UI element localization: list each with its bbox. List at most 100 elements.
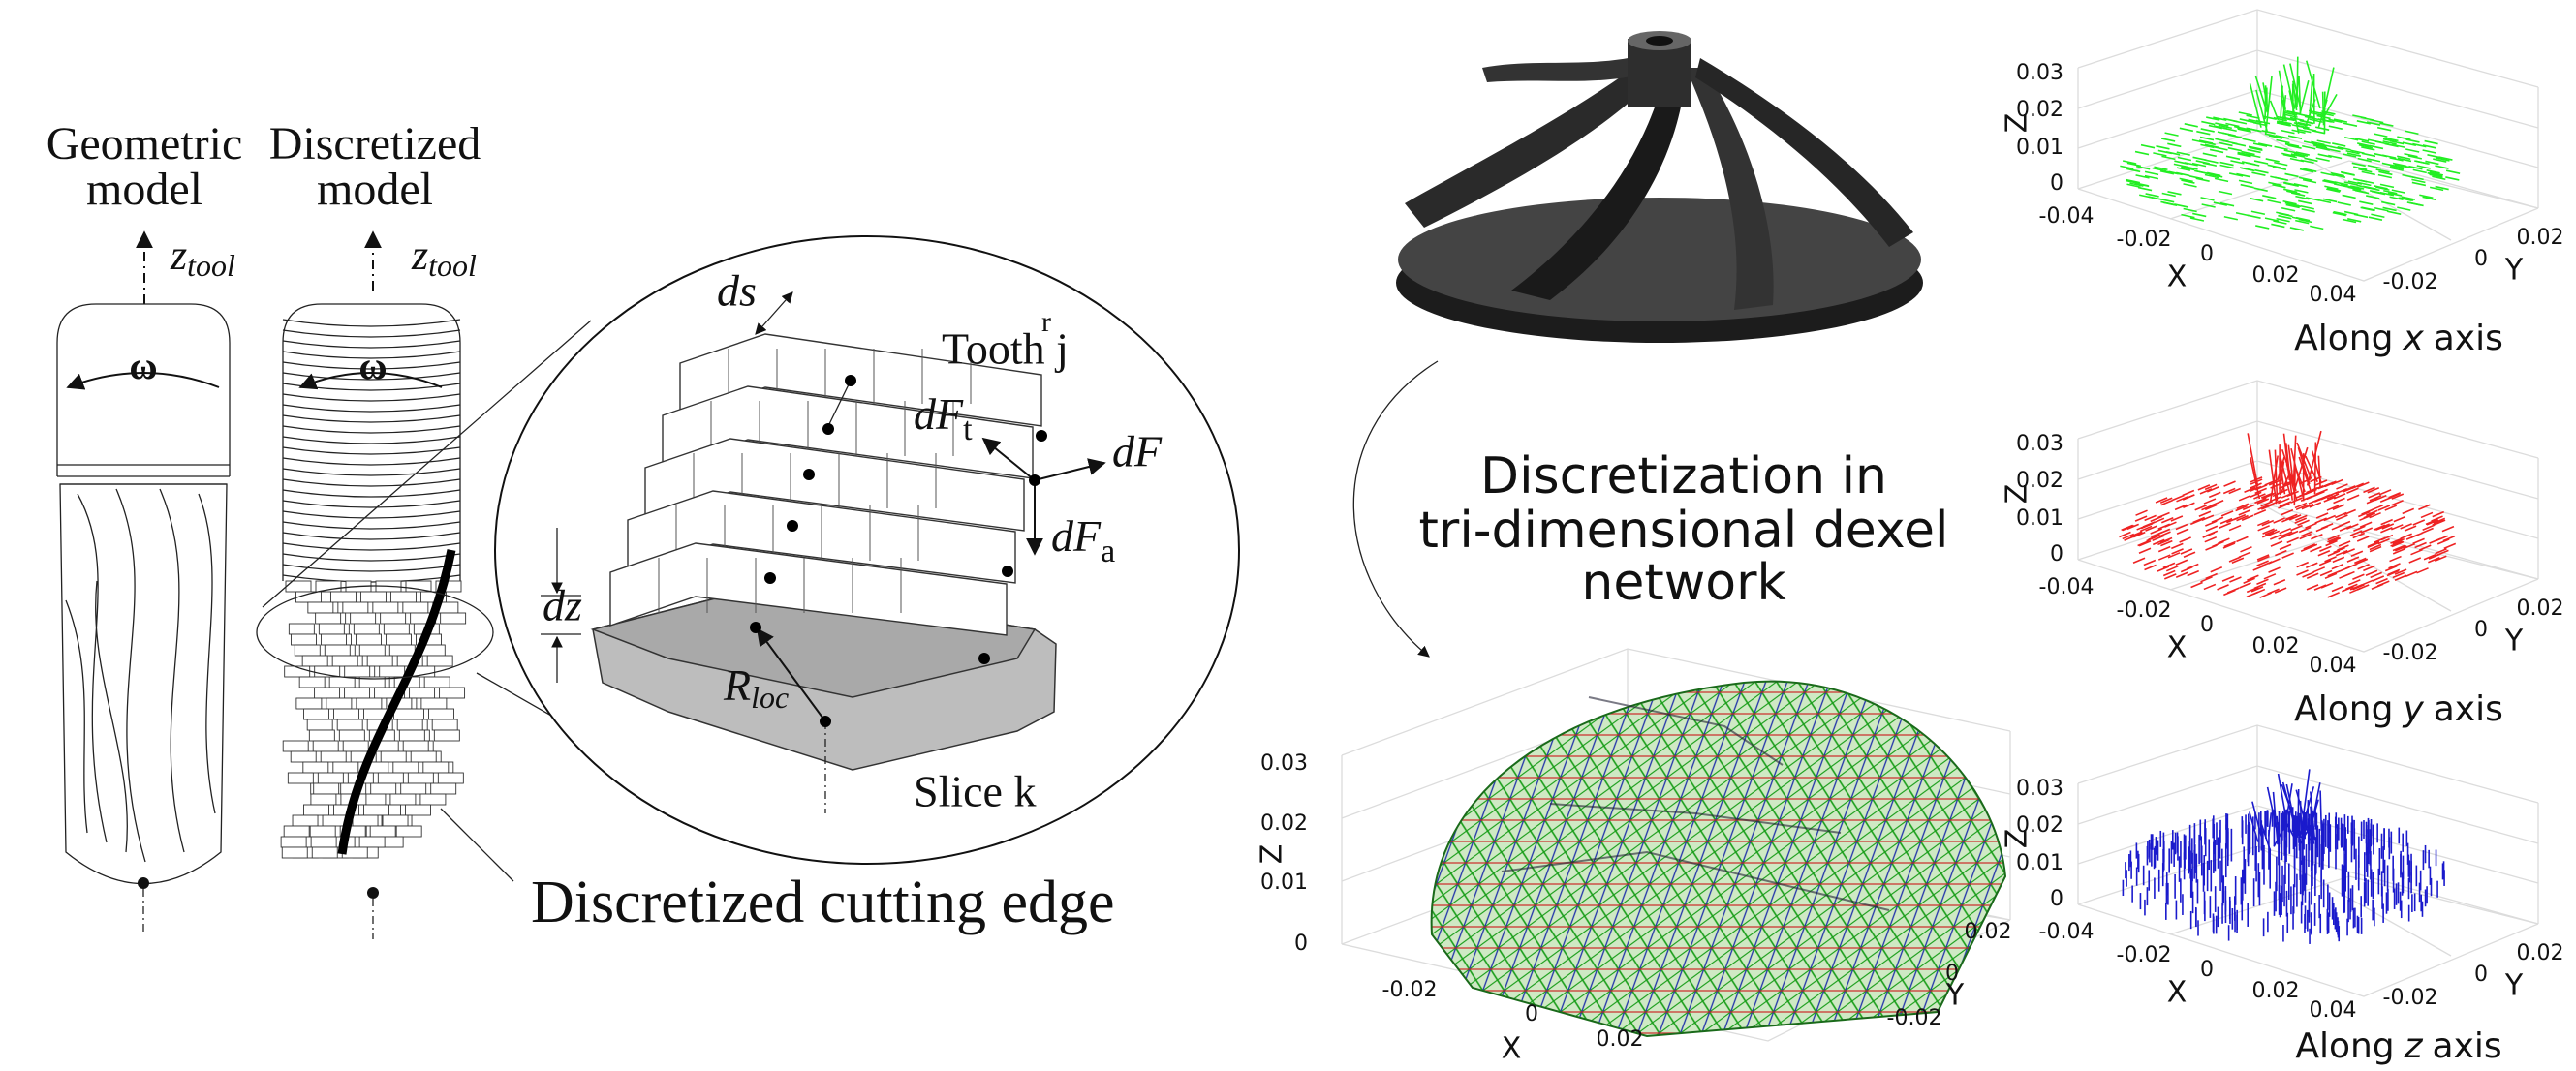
dexel xyxy=(2191,583,2203,588)
slice-block xyxy=(383,815,408,826)
slice-block xyxy=(403,602,428,613)
dexel xyxy=(2410,202,2424,205)
slice-block xyxy=(314,783,339,794)
dexel xyxy=(2427,155,2440,158)
tool-flute xyxy=(66,489,215,862)
dexel xyxy=(2184,209,2197,212)
network-title: Discretization in xyxy=(1480,447,1887,505)
dexel xyxy=(2329,126,2343,129)
point xyxy=(1029,474,1040,486)
slice-block xyxy=(438,773,463,783)
x-axis-label: X xyxy=(2167,260,2188,294)
slice-block xyxy=(296,698,322,709)
slice-block xyxy=(359,645,385,656)
caption-text: axis xyxy=(2434,689,2503,729)
x-tick-label: 0.04 xyxy=(2310,283,2357,307)
dexel xyxy=(2139,548,2151,553)
dexel xyxy=(2281,510,2293,515)
slice-block xyxy=(299,677,325,688)
dexel xyxy=(2306,563,2317,567)
dexel xyxy=(2280,544,2291,549)
dexel xyxy=(2239,496,2250,501)
dexel xyxy=(2212,517,2223,522)
y-tick-label: -0.02 xyxy=(2383,270,2438,294)
dexel xyxy=(2417,568,2429,573)
dexel xyxy=(2188,571,2199,576)
z-tick-label: 0 xyxy=(1294,932,1308,956)
dexel xyxy=(2343,195,2356,198)
dexel xyxy=(2184,184,2197,187)
point xyxy=(1002,566,1013,577)
axis-subscript: tool xyxy=(428,248,477,283)
dexel xyxy=(2190,218,2204,221)
slice-block xyxy=(319,624,344,634)
dexel xyxy=(2158,513,2170,518)
dexel xyxy=(2240,547,2251,552)
dexel xyxy=(2233,121,2247,124)
dexel xyxy=(2442,527,2454,532)
slice-line xyxy=(283,543,460,550)
dexel-plot: 0.030.020.010-0.0200.020.020-0.02ZXY xyxy=(1256,649,2012,1066)
dexel xyxy=(2377,128,2391,131)
slice-block xyxy=(410,688,435,698)
dexel xyxy=(2332,565,2343,569)
dexel xyxy=(2203,533,2215,537)
dexel xyxy=(2411,550,2423,555)
dexel xyxy=(2405,131,2418,134)
dexel xyxy=(2315,127,2329,130)
dexel xyxy=(2359,201,2373,204)
dexel xyxy=(2180,128,2193,131)
slice-line xyxy=(283,426,460,433)
dexel xyxy=(2206,545,2218,550)
x-tick-label: -0.04 xyxy=(2039,920,2095,944)
slice-block xyxy=(332,656,357,666)
slice-block xyxy=(420,794,446,805)
dexel xyxy=(2307,494,2318,499)
dexel xyxy=(2203,153,2217,156)
slice-block xyxy=(303,805,328,815)
dexel xyxy=(2145,566,2157,570)
cutting-edge-label: Discretized cutting edge xyxy=(531,870,1115,935)
slice-line xyxy=(283,554,460,561)
ds-label: ds xyxy=(717,266,757,316)
dexel xyxy=(2284,150,2298,153)
dexel xyxy=(2176,525,2188,530)
axis-subscript: tool xyxy=(187,248,235,283)
y-axis-label: Y xyxy=(1945,979,1965,1013)
slice-line xyxy=(283,458,460,465)
slice-block xyxy=(345,688,370,698)
axis-symbol: z xyxy=(170,231,187,279)
dexel xyxy=(2215,178,2228,181)
dexel xyxy=(2224,481,2236,486)
x-tick-label: 0.02 xyxy=(1597,1027,1644,1052)
dexel xyxy=(2308,800,2309,828)
dexel xyxy=(2133,558,2145,563)
slice-block xyxy=(295,645,320,656)
page: Discretized tool and dexel network { "to… xyxy=(0,0,2576,1071)
impeller-face xyxy=(1398,198,1921,321)
dexel xyxy=(2281,208,2295,211)
dexel xyxy=(2353,179,2367,182)
slice-block xyxy=(304,709,329,719)
slice-block xyxy=(370,826,395,837)
radius-symbol: R xyxy=(723,660,751,710)
z-tick-label: 0 xyxy=(2050,887,2064,911)
dexel xyxy=(2187,565,2198,569)
model-title: Geometric xyxy=(47,118,243,169)
z-tick-label: 0.03 xyxy=(1260,751,1308,776)
slice-block xyxy=(343,741,368,751)
slice-block xyxy=(359,837,385,847)
slice-block xyxy=(345,666,370,677)
dexel xyxy=(2320,790,2321,830)
dexel xyxy=(2285,173,2299,176)
dexel xyxy=(2135,152,2149,155)
slice-block xyxy=(302,656,327,666)
dexel xyxy=(2352,574,2364,579)
dexel xyxy=(2255,170,2269,173)
impeller xyxy=(1396,31,1923,343)
dexel xyxy=(2205,521,2217,526)
slice-block xyxy=(396,826,421,837)
dexel xyxy=(2212,501,2223,505)
dexel xyxy=(2201,122,2215,125)
dexel xyxy=(2139,541,2151,546)
